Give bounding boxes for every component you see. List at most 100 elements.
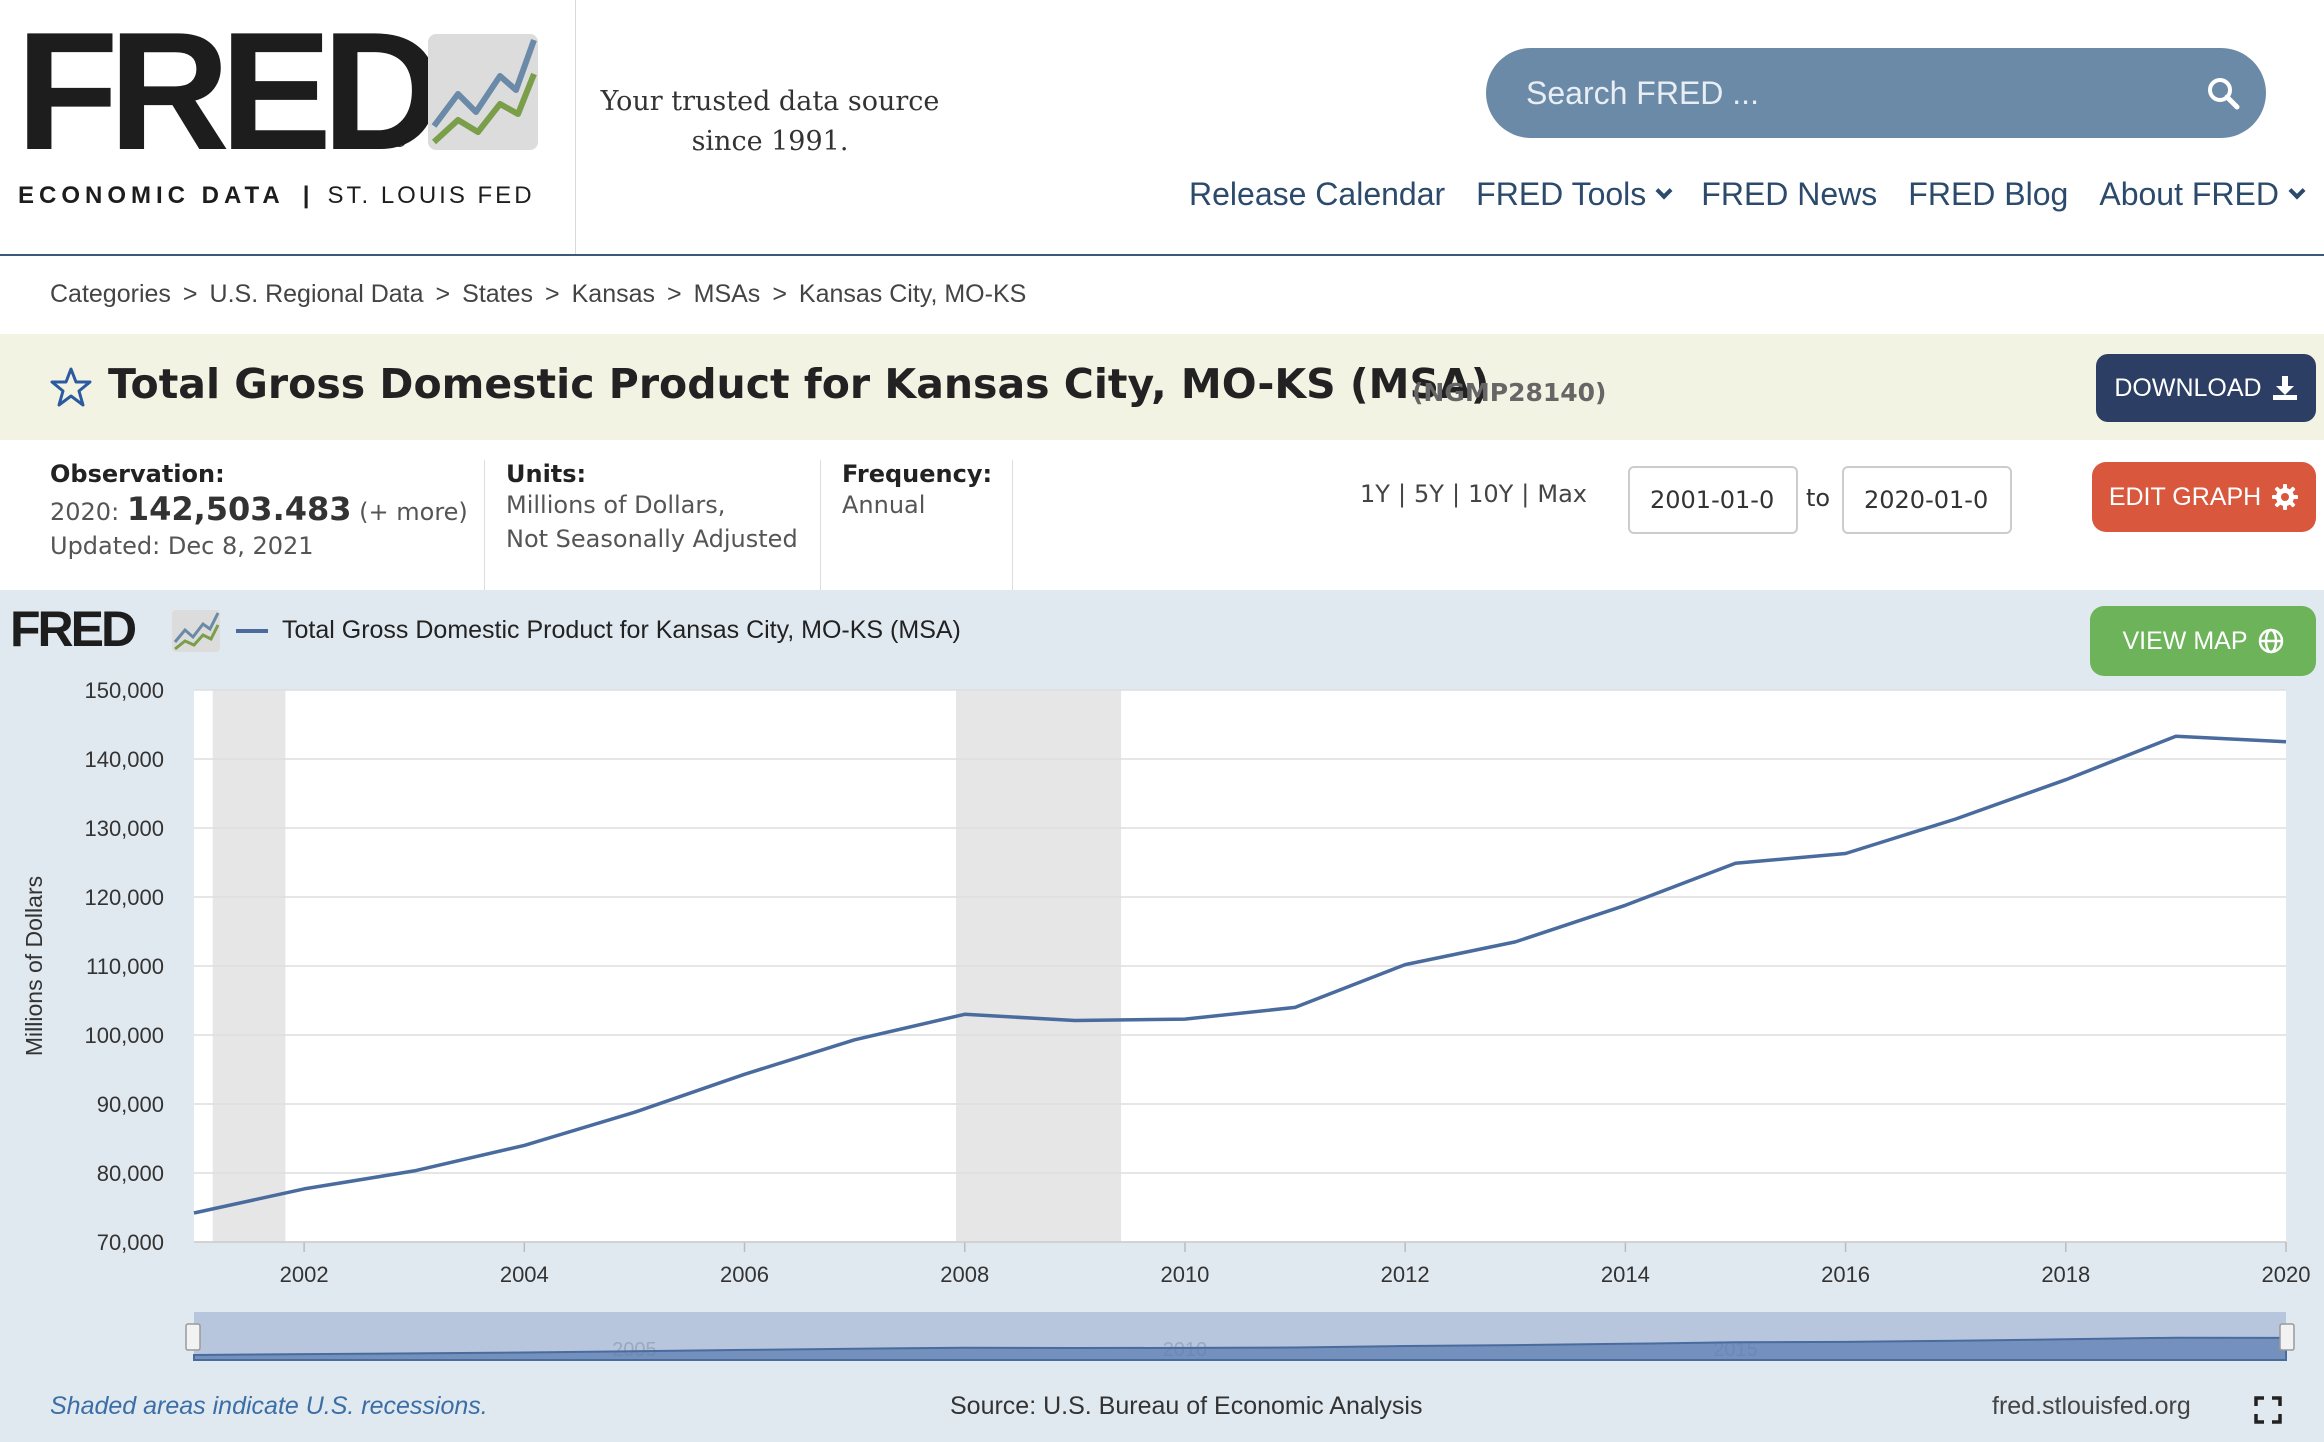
x-tick-label: 2006 bbox=[720, 1262, 769, 1287]
observation-value: 142,503.483 bbox=[126, 490, 352, 528]
x-tick-label: 2008 bbox=[940, 1262, 989, 1287]
x-tick-label: 2002 bbox=[280, 1262, 329, 1287]
chart-legend: Total Gross Domestic Product for Kansas … bbox=[236, 616, 961, 645]
star-icon[interactable] bbox=[50, 366, 92, 408]
y-tick-label: 120,000 bbox=[84, 885, 164, 910]
range-10y[interactable]: 10Y bbox=[1468, 480, 1514, 508]
observation-more-link[interactable]: (+ more) bbox=[359, 498, 468, 526]
meta-divider bbox=[484, 460, 485, 590]
chevron-down-icon bbox=[2288, 182, 2306, 199]
range-selector: 1Y | 5Y | 10Y | Max bbox=[1360, 480, 1587, 508]
nav-label: About FRED bbox=[2099, 176, 2279, 212]
y-axis-label: Millions of Dollars bbox=[21, 876, 47, 1056]
units-label: Units: bbox=[506, 460, 587, 488]
breadcrumb-link[interactable]: Kansas bbox=[571, 280, 656, 308]
download-button[interactable]: DOWNLOAD bbox=[2096, 354, 2316, 422]
tagline: Your trusted data source since 1991. bbox=[600, 86, 940, 157]
fred-logo[interactable]: FRED ® ECONOMIC DATA | ST. LOUIS FED bbox=[0, 0, 576, 254]
nav-release-calendar[interactable]: Release Calendar bbox=[1189, 176, 1445, 213]
logo-sub-left: ECONOMIC DATA bbox=[18, 182, 285, 209]
observation-label: Observation: bbox=[50, 460, 225, 488]
breadcrumb-link[interactable]: MSAs bbox=[693, 280, 761, 308]
globe-icon bbox=[2258, 628, 2283, 654]
nav-label: FRED Blog bbox=[1908, 176, 2069, 212]
range-separator: | bbox=[1397, 480, 1407, 508]
nav-label: FRED News bbox=[1701, 176, 1878, 212]
navigator-series bbox=[193, 1336, 2287, 1361]
search-input[interactable] bbox=[1486, 48, 2186, 138]
site-link[interactable]: fred.stlouisfed.org bbox=[1992, 1392, 2191, 1420]
y-tick-label: 80,000 bbox=[97, 1161, 164, 1186]
y-tick-label: 110,000 bbox=[86, 954, 164, 979]
units-line1: Millions of Dollars, bbox=[506, 491, 726, 519]
recession-note: Shaded areas indicate U.S. recessions. bbox=[50, 1392, 488, 1420]
nav-fred-tools[interactable]: FRED Tools bbox=[1476, 176, 1673, 213]
range-max[interactable]: Max bbox=[1537, 480, 1587, 508]
main-nav: Release Calendar FRED Tools FRED News FR… bbox=[1189, 176, 2324, 213]
nav-fred-blog[interactable]: FRED Blog bbox=[1908, 176, 2068, 213]
breadcrumb-separator: > bbox=[182, 280, 198, 308]
fullscreen-icon[interactable] bbox=[2254, 1396, 2282, 1424]
to-label: to bbox=[1806, 484, 1831, 512]
observation-period: 2020: bbox=[50, 498, 120, 526]
frequency-block: Frequency: Annual bbox=[842, 460, 992, 522]
range-separator: | bbox=[1521, 480, 1530, 508]
x-tick-label: 2012 bbox=[1381, 1262, 1430, 1287]
breadcrumb-separator: > bbox=[435, 280, 451, 308]
search-bar bbox=[1486, 48, 2266, 138]
series-line bbox=[193, 734, 2287, 1215]
y-tick-label: 140,000 bbox=[84, 747, 164, 772]
download-icon bbox=[2272, 376, 2297, 400]
line-chart: 150,000 140,000 130,000 120,000 110,000 100,0… bbox=[21, 678, 2311, 1361]
edit-graph-label: EDIT GRAPH bbox=[2108, 482, 2262, 511]
observation-block: Observation: 2020: 142,503.483 (+ more) … bbox=[50, 460, 468, 563]
logo-chart-icon bbox=[428, 34, 538, 150]
graph-logo-chart-icon bbox=[172, 610, 220, 652]
observation-line: 2020: 142,503.483 (+ more) bbox=[50, 492, 468, 529]
breadcrumb-link[interactable]: States bbox=[462, 280, 534, 308]
navigator-handle-right bbox=[2279, 1323, 2295, 1351]
updated-date: Updated: Dec 8, 2021 bbox=[50, 532, 314, 560]
units-line2: Not Seasonally Adjusted bbox=[506, 525, 798, 553]
logo-registered-mark: ® bbox=[392, 130, 407, 152]
nav-label: FRED Tools bbox=[1476, 176, 1647, 212]
nav-about-fred[interactable]: About FRED bbox=[2099, 176, 2306, 213]
range-1y[interactable]: 1Y bbox=[1360, 480, 1390, 508]
y-tick-label: 70,000 bbox=[97, 1230, 164, 1255]
y-tick-label: 130,000 bbox=[84, 816, 164, 841]
download-label: DOWNLOAD bbox=[2114, 373, 2262, 402]
navigator-handle-left bbox=[185, 1323, 201, 1351]
search-icon[interactable] bbox=[2206, 76, 2240, 110]
legend-label: Total Gross Domestic Product for Kansas … bbox=[282, 616, 961, 644]
breadcrumb-link[interactable]: Categories bbox=[50, 280, 171, 308]
breadcrumb-separator: > bbox=[667, 280, 682, 308]
site-header: FRED ® ECONOMIC DATA | ST. LOUIS FED Your … bbox=[0, 0, 2324, 256]
logo-subtitle: ECONOMIC DATA | ST. LOUIS FED bbox=[18, 182, 558, 210]
logo-sub-separator: | bbox=[302, 182, 310, 209]
date-to-input[interactable] bbox=[1842, 466, 2012, 534]
edit-graph-button[interactable]: EDIT GRAPH bbox=[2092, 462, 2316, 532]
series-id: (NGMP28140) bbox=[1412, 378, 1607, 407]
x-tick-label: 2020 bbox=[2262, 1262, 2311, 1287]
chevron-down-icon bbox=[1655, 182, 1673, 199]
breadcrumb-link[interactable]: U.S. Regional Data bbox=[209, 280, 424, 308]
graph-panel: 150,000 140,000 130,000 120,000 110,000 100,0… bbox=[0, 590, 2324, 1442]
frequency-value: Annual bbox=[842, 491, 926, 519]
gear-icon bbox=[2272, 484, 2299, 510]
legend-swatch bbox=[236, 628, 268, 633]
range-5y[interactable]: 5Y bbox=[1414, 480, 1444, 508]
view-map-button[interactable]: VIEW MAP bbox=[2090, 606, 2316, 676]
nav-label: Release Calendar bbox=[1189, 176, 1446, 212]
y-tick-label: 100,000 bbox=[84, 1023, 164, 1048]
breadcrumb-link[interactable]: Kansas City, MO-KS bbox=[798, 280, 1027, 308]
x-tick-label: 2010 bbox=[1160, 1262, 1209, 1287]
view-map-label: VIEW MAP bbox=[2122, 626, 2248, 655]
breadcrumb-separator: > bbox=[772, 280, 787, 308]
logo-wordmark: FRED bbox=[16, 0, 443, 185]
meta-divider bbox=[820, 460, 821, 590]
nav-fred-news[interactable]: FRED News bbox=[1701, 176, 1877, 213]
breadcrumb: Categories > U.S. Regional Data > States > Kan… bbox=[50, 280, 1026, 309]
date-from-input[interactable] bbox=[1628, 466, 1798, 534]
series-title-bar: Total Gross Domestic Product for Kansas … bbox=[0, 334, 2324, 440]
meta-divider bbox=[1012, 460, 1013, 590]
